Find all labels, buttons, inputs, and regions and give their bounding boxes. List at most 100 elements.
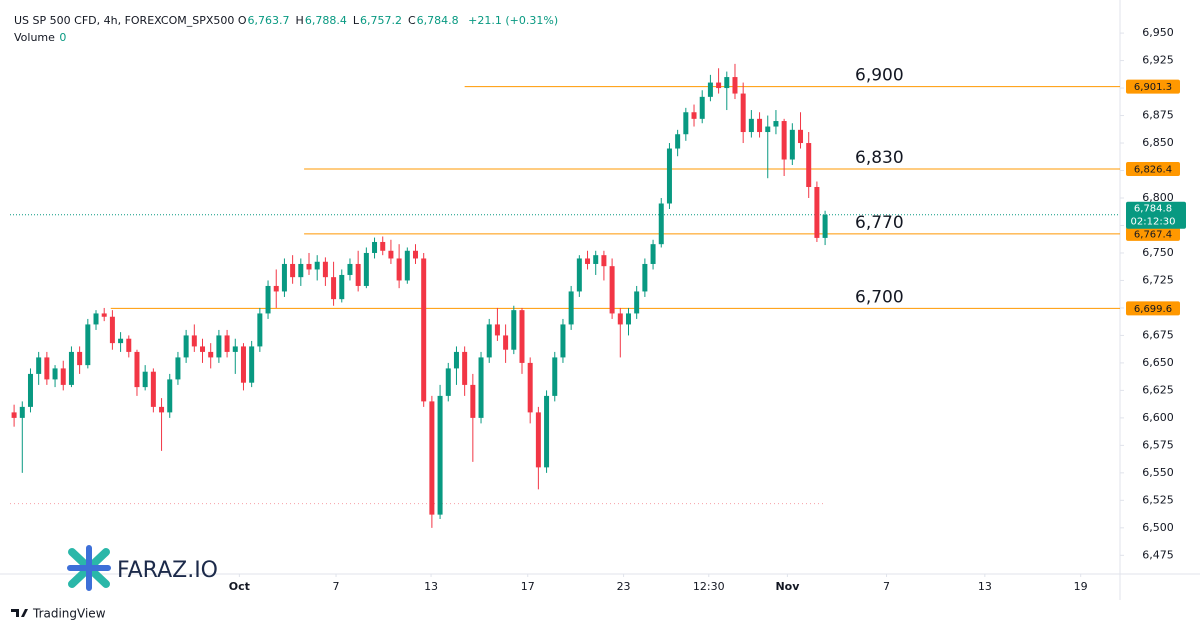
candle-body [568, 291, 574, 325]
candle-body [675, 134, 681, 149]
field-value: 6,763.7 [247, 14, 290, 27]
tradingview-brand: TradingView [11, 607, 106, 621]
candle-body [494, 324, 500, 336]
level-price-box [1126, 226, 1180, 241]
y-tick-label: 6,500 [1142, 521, 1174, 534]
candle-body [290, 263, 296, 278]
candle-body [757, 118, 763, 133]
field-value: 6,757.2 [359, 14, 402, 27]
candle-body [699, 96, 705, 119]
candle-body [68, 351, 74, 385]
logo-text: FARAZ.IO [117, 558, 218, 583]
level-price-label: 6,901.3 [1134, 82, 1172, 93]
candle-body [486, 324, 492, 358]
candle-body [773, 121, 779, 127]
legend-header: US SP 500 CFD, 4h, FOREXCOM_SPX500 O6,76… [14, 12, 564, 46]
candle-body [519, 310, 525, 363]
candle-body [36, 357, 42, 374]
candle-body [716, 82, 722, 89]
candle-body [707, 82, 713, 97]
candle-body [478, 357, 484, 418]
candle-body [19, 406, 25, 418]
candle-body [527, 362, 533, 413]
level-label: 6,900 [855, 66, 904, 86]
candle-body [437, 395, 443, 515]
y-tick-label: 6,525 [1142, 493, 1174, 506]
field-key: O [237, 14, 247, 27]
candle-body [339, 274, 345, 300]
volume-row: Volume 0 [14, 29, 564, 46]
candle-body [273, 285, 279, 292]
candle-body [601, 255, 607, 267]
candle-body [44, 357, 50, 380]
candle-body [798, 129, 804, 144]
candle-body [765, 126, 771, 133]
candle-body [150, 371, 156, 407]
field-key: L [352, 14, 359, 27]
candle-body [27, 373, 33, 407]
field-key: H [295, 14, 304, 27]
level-price-label: 6,767.4 [1134, 229, 1172, 240]
x-tick-label: 13 [424, 580, 438, 593]
candle-body [748, 118, 754, 133]
candle-body [265, 285, 271, 314]
x-tick-label: 23 [617, 580, 631, 593]
candle-body [806, 143, 812, 188]
candle-body [314, 261, 320, 270]
candle-body [347, 263, 353, 275]
y-tick-label: 6,625 [1142, 383, 1174, 396]
candle-body [175, 357, 181, 380]
level-price-box [1126, 79, 1180, 94]
candle-body [650, 244, 656, 264]
y-tick-label: 6,550 [1142, 466, 1174, 479]
ohlc-fields: O6,763.7 H6,788.4 L6,757.2 C6,784.8 [238, 14, 465, 27]
candle-body [298, 263, 304, 278]
y-tick-label: 6,600 [1142, 411, 1174, 424]
x-tick-label: 17 [521, 580, 535, 593]
candle-body [617, 313, 623, 325]
level-price-box [1126, 161, 1180, 176]
y-tick-label: 6,925 [1142, 54, 1174, 67]
candle-body [691, 112, 697, 119]
candle-body [585, 258, 591, 264]
faraz-logo: FARAZ.IO [67, 545, 218, 591]
change: +21.1 (+0.31%) [468, 14, 559, 27]
candle-body [355, 263, 361, 286]
candle-body [167, 379, 173, 413]
candle-body [552, 357, 558, 396]
candle-body [453, 351, 459, 369]
level-price-box [1126, 301, 1180, 316]
candle-body [544, 395, 550, 468]
candle-body [85, 324, 91, 366]
candle-body [11, 412, 17, 418]
candle-body [781, 121, 787, 160]
countdown-label: 02:12:30 [1131, 217, 1176, 228]
candle-body [789, 129, 795, 160]
candle-body [101, 313, 107, 317]
x-tick-label: 12:30 [693, 580, 725, 593]
candle-body [363, 252, 369, 286]
last-price-box [1126, 201, 1186, 229]
x-tick-label: Nov [775, 580, 800, 593]
y-tick-label: 6,675 [1142, 328, 1174, 341]
candle-body [159, 406, 165, 413]
candle-body [560, 324, 566, 358]
candle-body [445, 368, 451, 396]
field-value: 6,784.8 [416, 14, 459, 27]
candle-body [732, 77, 738, 94]
y-tick-label: 6,650 [1142, 356, 1174, 369]
candle-body [642, 263, 648, 292]
candle-body [429, 401, 435, 515]
symbol: US SP 500 CFD, 4h, FOREXCOM_SPX500 [14, 14, 235, 27]
x-tick-label: Oct [229, 580, 250, 593]
candle-body [208, 351, 214, 358]
candle-body [421, 258, 427, 402]
candle-body [822, 214, 828, 238]
y-tick-label: 6,575 [1142, 438, 1174, 451]
brand-text: TradingView [32, 607, 106, 621]
candle-body [232, 346, 238, 352]
x-tick-label: 13 [978, 580, 992, 593]
candle-body [511, 310, 517, 350]
candle-body [118, 338, 124, 344]
candle-body [462, 351, 468, 385]
